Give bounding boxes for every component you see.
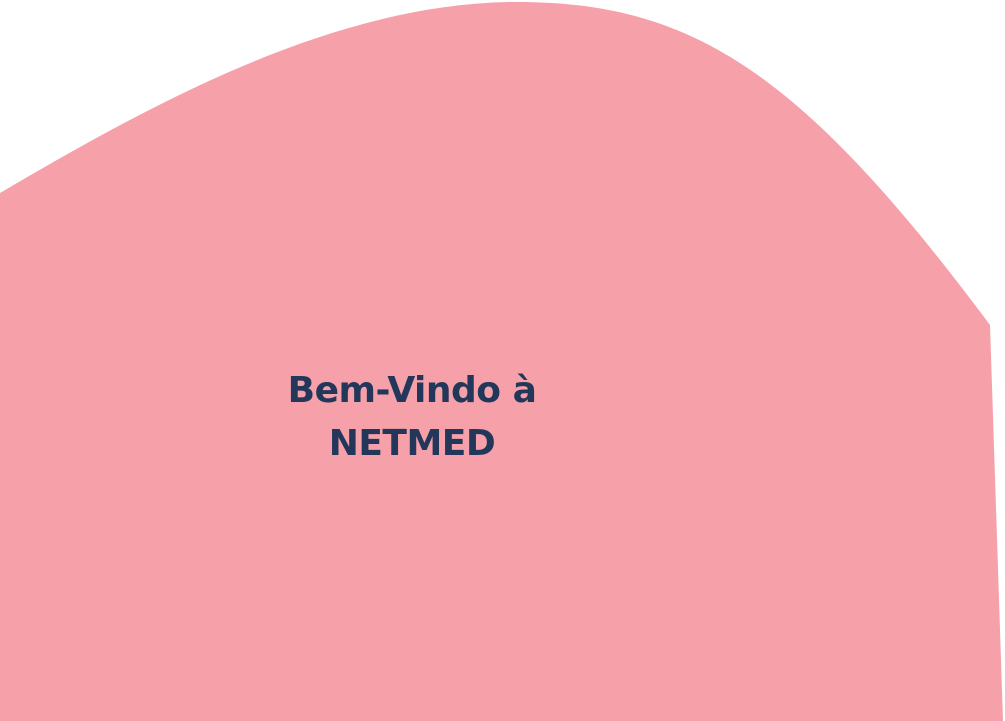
brand-name: NETMED (328, 423, 496, 464)
welcome-heading: Bem-Vindo à NETMED (232, 364, 592, 470)
welcome-line-1: Bem-Vindo à (287, 370, 537, 411)
